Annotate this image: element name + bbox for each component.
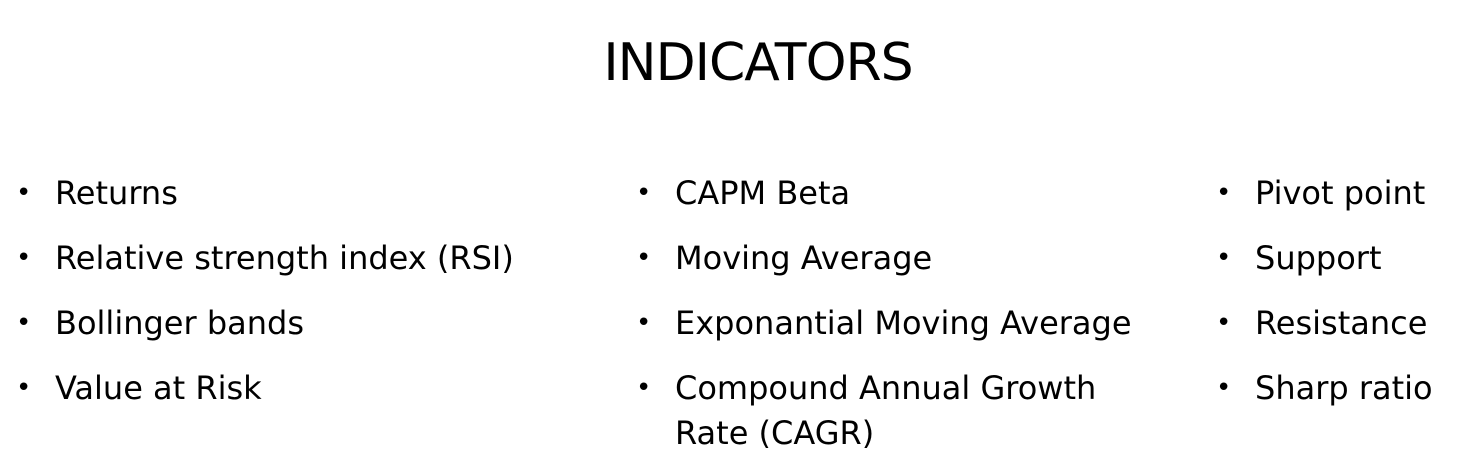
bullet-icon: •: [636, 373, 652, 403]
list-item: • Relative strength index (RSI): [16, 236, 596, 281]
bullet-icon: •: [16, 373, 32, 403]
list-item: • CAPM Beta: [636, 171, 1176, 216]
list-item: • Sharp ratio: [1216, 366, 1461, 411]
list-item-label: Sharp ratio: [1255, 369, 1433, 407]
slide-title: INDICATORS: [603, 33, 913, 93]
list-item: • Moving Average: [636, 236, 1176, 281]
list-item-label: Value at Risk: [55, 369, 262, 407]
bullet-icon: •: [1216, 308, 1232, 338]
list-item-label: Bollinger bands: [55, 304, 304, 342]
list-item: • Resistance: [1216, 301, 1461, 346]
list-item-label: Compound Annual Growth Rate (CAGR): [675, 369, 1097, 452]
bullet-icon: •: [16, 308, 32, 338]
bullet-icon: •: [16, 243, 32, 273]
list-item: • Exponantial Moving Average: [636, 301, 1176, 346]
indicator-column-2: • CAPM Beta • Moving Average • Exponanti…: [636, 171, 1176, 476]
list-item-label: Moving Average: [675, 239, 933, 277]
list-item: • Bollinger bands: [16, 301, 596, 346]
bullet-icon: •: [1216, 243, 1232, 273]
indicator-column-1: • Returns • Relative strength index (RSI…: [16, 171, 596, 431]
list-item: • Support: [1216, 236, 1461, 281]
list-item-label: CAPM Beta: [675, 174, 851, 212]
indicator-column-3: • Pivot point • Support • Resistance • S…: [1216, 171, 1461, 431]
list-item-label: Resistance: [1255, 304, 1428, 342]
list-item-label: Relative strength index (RSI): [55, 239, 514, 277]
list-item: • Value at Risk: [16, 366, 596, 411]
list-item-label: Returns: [55, 174, 178, 212]
bullet-icon: •: [636, 243, 652, 273]
bullet-icon: •: [16, 178, 32, 208]
list-item: • Returns: [16, 171, 596, 216]
bullet-icon: •: [1216, 178, 1232, 208]
list-item-label: Support: [1255, 239, 1382, 277]
list-item-label: Pivot point: [1255, 174, 1426, 212]
list-item-label: Exponantial Moving Average: [675, 304, 1132, 342]
bullet-icon: •: [636, 308, 652, 338]
bullet-icon: •: [636, 178, 652, 208]
list-item: • Pivot point: [1216, 171, 1461, 216]
bullet-icon: •: [1216, 373, 1232, 403]
list-item: • Compound Annual Growth Rate (CAGR): [636, 366, 1176, 456]
